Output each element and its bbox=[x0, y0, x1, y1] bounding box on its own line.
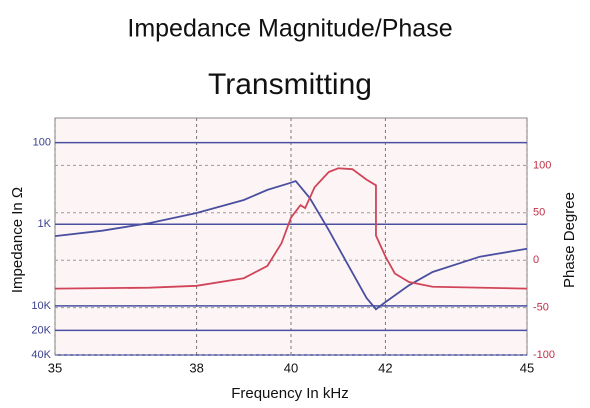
y2-tick-label: -100 bbox=[533, 349, 555, 361]
y-tick-label: 1K bbox=[38, 218, 52, 230]
y-tick-label: 20K bbox=[31, 324, 51, 336]
x-tick-label: 42 bbox=[378, 360, 392, 375]
y-tick-label: 10K bbox=[31, 300, 51, 312]
x-tick-label: 40 bbox=[284, 360, 298, 375]
chart-subtitle: Transmitting bbox=[208, 68, 372, 101]
x-tick-label: 35 bbox=[48, 360, 62, 375]
x-axis-label: Frequency In kHz bbox=[231, 385, 349, 402]
y-tick-label: 40K bbox=[31, 349, 51, 361]
y2-tick-label: 100 bbox=[533, 159, 551, 171]
y2-axis-label: Phase Degree bbox=[561, 192, 578, 288]
series-line bbox=[54, 167, 528, 290]
y2-tick-label: 50 bbox=[533, 207, 545, 219]
y2-tick-label: -50 bbox=[533, 302, 549, 314]
x-tick-label: 45 bbox=[520, 360, 534, 375]
y-axis-label: Impedance In Ω bbox=[9, 187, 26, 293]
plot-area bbox=[54, 117, 528, 356]
chart-title: Impedance Magnitude/Phase bbox=[127, 15, 452, 43]
y-tick-label: 100 bbox=[33, 136, 51, 148]
y2-tick-label: 0 bbox=[533, 254, 539, 266]
x-tick-label: 38 bbox=[189, 360, 203, 375]
